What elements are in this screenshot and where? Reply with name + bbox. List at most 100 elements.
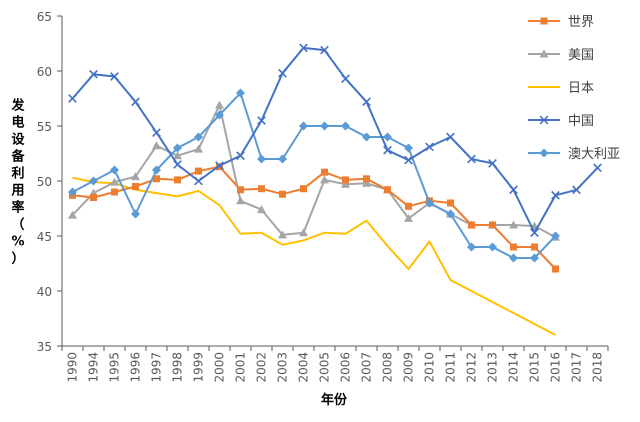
x-tick-label: 2009 — [402, 352, 416, 383]
data-point — [279, 190, 286, 198]
data-point — [446, 132, 455, 142]
data-point — [278, 68, 287, 78]
data-point — [152, 128, 161, 137]
x-tick-label: 1994 — [87, 352, 101, 383]
data-point — [467, 242, 476, 252]
data-point — [299, 228, 308, 237]
data-point — [404, 155, 413, 165]
y-axis-title-char: ） — [11, 251, 24, 267]
y-axis-title-char: 率 — [11, 200, 24, 216]
data-point — [405, 202, 412, 210]
series-1 — [68, 100, 560, 241]
data-point — [257, 154, 266, 164]
data-point — [572, 185, 581, 195]
legend-item: 澳大利亚 — [528, 146, 620, 162]
x-tick-label: 2000 — [213, 352, 227, 383]
series-line — [72, 165, 557, 270]
data-point — [278, 154, 287, 164]
data-point — [299, 43, 308, 53]
y-axis-title-char: 用 — [10, 184, 24, 199]
data-point — [509, 185, 518, 195]
data-point — [363, 175, 370, 183]
data-point — [530, 228, 539, 238]
data-point — [237, 186, 244, 194]
x-tick-label: 2018 — [591, 352, 605, 383]
data-point — [320, 175, 329, 184]
y-axis-title-char: 设 — [11, 133, 25, 148]
data-point — [446, 209, 455, 219]
series-line — [71, 46, 599, 234]
x-tick-label: 1998 — [171, 352, 185, 383]
legend-marker — [539, 49, 549, 58]
data-point — [215, 161, 224, 170]
data-point — [132, 183, 139, 190]
data-point — [300, 185, 307, 193]
data-point — [341, 74, 350, 84]
data-point — [383, 145, 392, 155]
legend-label: 世界 — [568, 15, 594, 30]
x-tick-label: 2011 — [444, 352, 458, 383]
data-point — [320, 45, 329, 55]
data-point — [447, 199, 454, 207]
y-axis-title-char: 电 — [11, 115, 24, 131]
data-point — [68, 210, 77, 219]
data-point — [488, 242, 497, 252]
data-point — [278, 230, 287, 239]
series-layer — [68, 43, 602, 336]
y-tick-label: 65 — [37, 10, 52, 24]
data-point — [593, 163, 602, 173]
legend-marker — [540, 17, 548, 25]
y-axis-title: 发电设备利用率（%） — [10, 98, 25, 267]
legend-label: 美国 — [568, 48, 594, 63]
series-2 — [72, 176, 556, 336]
data-point — [530, 253, 539, 263]
data-point — [551, 190, 560, 200]
y-axis-title-char: （ — [11, 217, 24, 233]
data-point — [299, 121, 308, 131]
x-tick-label: 2004 — [297, 352, 311, 383]
x-tick-label: 1995 — [108, 352, 122, 383]
data-point — [152, 141, 161, 150]
data-point — [510, 243, 517, 251]
data-point — [195, 167, 202, 175]
data-point — [131, 209, 140, 219]
data-point — [362, 97, 371, 107]
x-tick-label: 2002 — [255, 352, 269, 383]
legend-label: 日本 — [568, 81, 594, 96]
data-point — [551, 231, 560, 241]
y-axis-title-char: % — [11, 235, 24, 250]
axes — [57, 15, 609, 351]
legend-item: 世界 — [528, 15, 594, 30]
x-tick-label: 2012 — [465, 352, 479, 383]
x-tick-label: 1999 — [192, 352, 206, 383]
y-axis-title-char: 利 — [11, 166, 24, 182]
data-point — [509, 220, 518, 229]
x-tick-label: 1997 — [150, 352, 164, 383]
data-point — [194, 132, 203, 142]
x-tick-label: 1990 — [66, 352, 80, 383]
data-point — [404, 143, 413, 153]
data-point — [194, 176, 203, 186]
data-point — [89, 176, 98, 186]
data-point — [404, 213, 413, 222]
data-point — [257, 116, 266, 125]
data-point — [68, 94, 77, 103]
data-point — [89, 69, 98, 79]
data-point — [341, 179, 350, 188]
data-point — [153, 175, 160, 183]
x-tick-label: 2010 — [423, 352, 437, 383]
series-line — [72, 92, 557, 259]
data-point — [173, 160, 182, 169]
tick-labels: 35 40 45 50 55 60 65 1990 1994 1995 1996 1997 1998 19… — [37, 10, 605, 383]
data-point — [215, 110, 224, 120]
data-point — [362, 178, 371, 187]
data-point — [425, 142, 434, 152]
data-point — [342, 176, 349, 184]
x-tick-label: 2015 — [528, 352, 542, 383]
x-tick-label: 2006 — [339, 352, 353, 383]
y-tick-label: 50 — [37, 175, 52, 189]
data-point — [174, 176, 181, 184]
data-point — [320, 121, 329, 131]
